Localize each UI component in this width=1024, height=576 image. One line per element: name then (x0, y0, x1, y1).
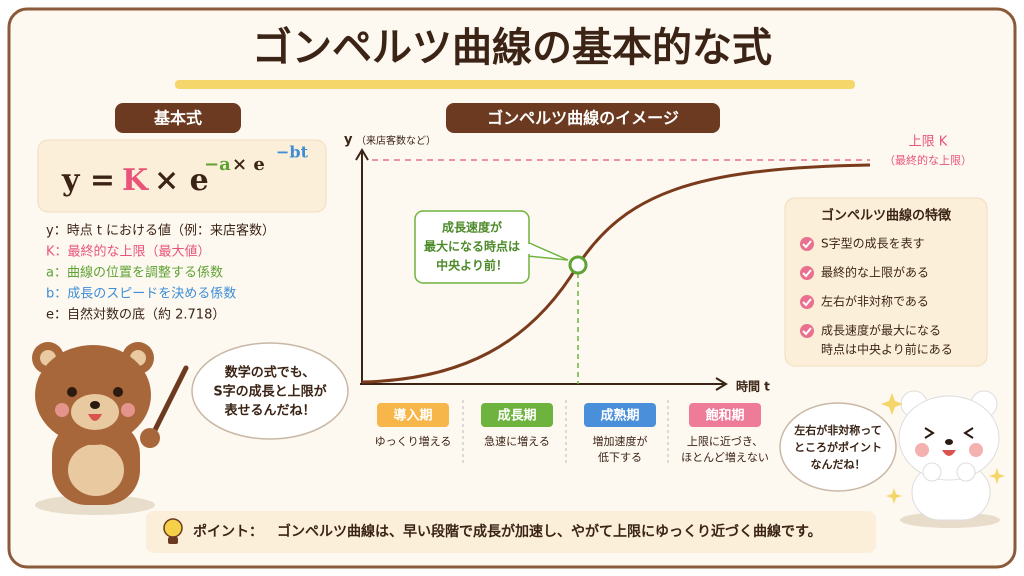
phase-name: 成熟期 (600, 408, 639, 424)
left-bear (32, 342, 189, 515)
y-axis-label: y (344, 133, 353, 148)
speech-line: 表せるんだね！ (223, 403, 315, 419)
phase-description: 上限に近づき、 (687, 435, 763, 448)
phase-description: 増加速度が (593, 434, 648, 448)
inflection-point (568, 255, 588, 275)
speech-line: 左右が非対称って (793, 423, 881, 437)
title-underline (175, 80, 855, 89)
left-speech: 数学の式でも、 S字の成長と上限が 表せるんだね！ (191, 342, 349, 440)
feature-item: 左右が非対称である (821, 294, 929, 309)
point-bar: ポイント： ゴンペルツ曲線は、早い段階で成長が加速し、やがて上限にゆっくり近づく… (146, 511, 876, 553)
right-speech: 左右が非対称って ところがポイント なんだね！ (779, 402, 897, 492)
phase-name: 成長期 (497, 408, 536, 424)
section-pill (115, 103, 241, 133)
formula: y = K × e −a × e −bt (61, 143, 309, 199)
formula-part: y = (61, 163, 115, 198)
phases: 導入期 成長期 成熟期 飽和期 ゆっくり増える 急速に増える 増加速度が 低下す… (375, 400, 769, 466)
speech-line: 数学の式でも、 (225, 365, 316, 381)
speech-line: ところがポイント (794, 440, 882, 454)
callout-line: 中央より前！ (436, 258, 508, 273)
phase-name: 飽和期 (704, 408, 744, 424)
feature-item: S字型の成長を表す (821, 236, 925, 251)
feature-item: 成長速度が最大になる (821, 323, 941, 338)
arrow (715, 377, 728, 391)
callout-line: 成長速度が (442, 220, 502, 235)
definitions: y：時点 t における値（例：来店客数） K：最終的な上限（最大値） a：曲線の… (46, 223, 275, 323)
point-label: ポイント： (193, 523, 263, 540)
features: ゴンペルツ曲線の特徴 S字型の成長を表す 最終的な上限がある 左右が非対称である… (784, 197, 988, 367)
upper-limit-label: 上限 K (909, 135, 948, 150)
definition: y：時点 t における値（例：来店客数） (46, 223, 275, 239)
phase-name: 導入期 (393, 408, 432, 424)
section-label: ゴンペルツ曲線のイメージ (487, 109, 679, 128)
formula-part: K (122, 163, 149, 198)
arrow (355, 148, 369, 161)
definition: b：成長のスピードを決める係数 (46, 287, 236, 302)
features-title: ゴンペルツ曲線の特徴 (821, 208, 952, 224)
definition: a：曲線の位置を調整する係数 (46, 265, 223, 281)
phase-description: ゆっくり増える (375, 435, 452, 448)
formula-part: −a (204, 154, 231, 175)
speech-line: なんだね！ (811, 458, 866, 471)
feature-item: 最終的な上限がある (821, 265, 929, 280)
callout-line: 最大になる時点は (424, 239, 520, 254)
formula-box (37, 139, 327, 213)
formula-part: × e (154, 163, 209, 198)
definition: e：自然対数の底（約 2.718） (46, 307, 225, 323)
feature-item: 時点は中央より前にある (821, 342, 953, 357)
definition: K：最終的な上限（最大値） (46, 244, 211, 260)
section-pill (446, 103, 720, 133)
speech-line: S字の成長と上限が (213, 384, 326, 400)
point-text: ゴンペルツ曲線は、早い段階で成長が加速し、やがて上限にゆっくり近づく曲線です。 (277, 523, 822, 540)
upper-limit-note: （最終的な上限） (884, 153, 972, 167)
phase-description: 低下する (598, 451, 642, 464)
y-axis-note: （来店客数など） (356, 134, 436, 147)
phase-description: ほとんど増えない (681, 451, 769, 464)
right-bear (881, 390, 1005, 528)
formula-part: −bt (276, 143, 309, 162)
x-axis-label: 時間 t (736, 379, 770, 394)
section-label: 基本式 (153, 109, 202, 128)
title: ゴンペルツ曲線の基本的な式 (252, 25, 772, 71)
phase-description: 急速に増える (484, 434, 550, 448)
callout: 成長速度が 最大になる時点は 中央より前！ (414, 210, 569, 284)
formula-part: × e (232, 154, 265, 175)
